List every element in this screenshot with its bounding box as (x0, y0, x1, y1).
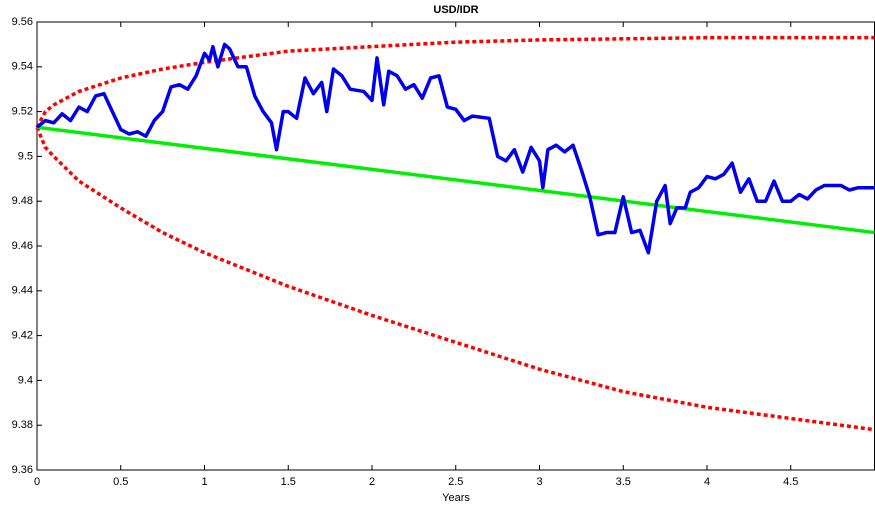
x-tick-label: 4.5 (783, 476, 798, 488)
plot-area (36, 21, 875, 471)
x-tick-label: 3.5 (616, 476, 631, 488)
x-tick-label: 2 (369, 476, 375, 488)
x-tick-label: 2.5 (448, 476, 463, 488)
y-tick-label: 9.38 (12, 419, 33, 431)
y-tick-label: 9.5 (18, 150, 33, 162)
x-tick-label: 4 (704, 476, 710, 488)
y-tick-label: 9.54 (12, 61, 33, 73)
x-tick-label: 1 (201, 476, 207, 488)
y-tick-label: 9.36 (12, 464, 33, 476)
x-tick-label: 0 (34, 476, 40, 488)
chart-title: USD/IDR (433, 4, 478, 16)
series-line (35, 42, 875, 255)
y-tick-label: 9.52 (12, 106, 33, 118)
series-line (36, 125, 875, 235)
x-tick-label: 1.5 (281, 476, 296, 488)
series-line (35, 35, 875, 129)
x-tick-label: 0.5 (113, 476, 128, 488)
y-tick-label: 9.42 (12, 330, 33, 342)
series-line (35, 126, 875, 432)
x-tick-label: 3 (536, 476, 542, 488)
y-tick-label: 9.44 (12, 285, 33, 297)
y-tick-label: 9.46 (12, 240, 33, 252)
y-tick-label: 9.4 (18, 374, 33, 386)
y-tick-label: 9.56 (12, 16, 33, 28)
y-tick-label: 9.48 (12, 195, 33, 207)
x-axis-label: Years (442, 492, 470, 504)
